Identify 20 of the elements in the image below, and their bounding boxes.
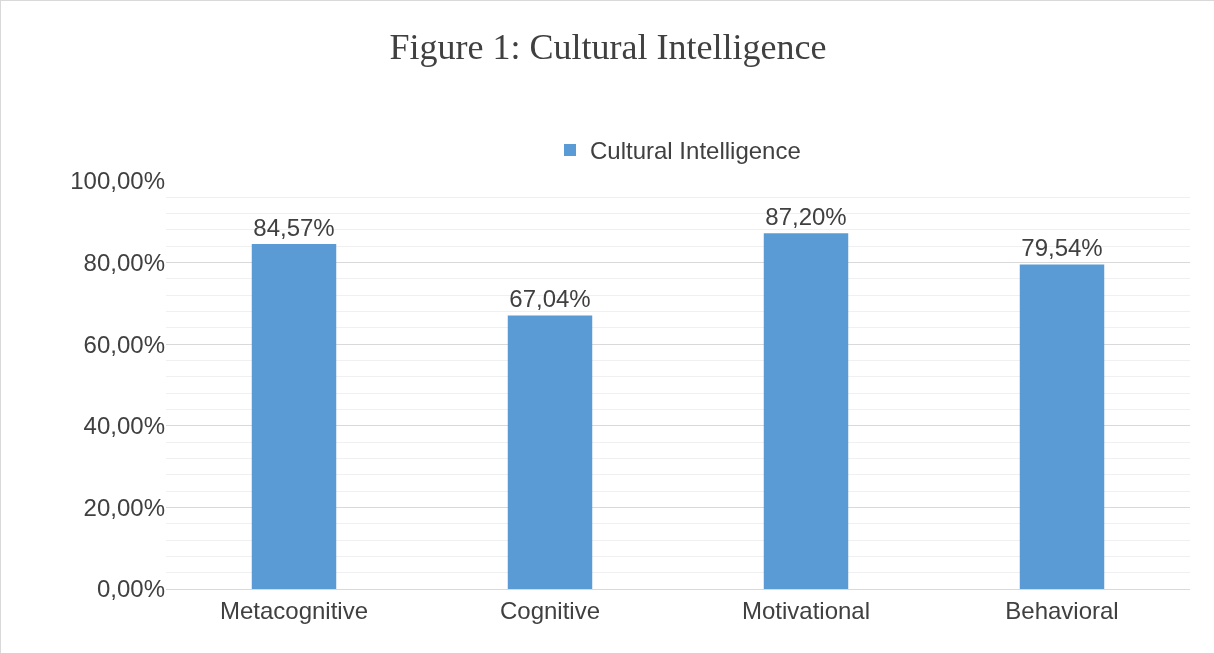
- y-tick-label: 100,00%: [70, 167, 165, 195]
- y-tick-label: 20,00%: [83, 493, 165, 521]
- bar: [251, 243, 337, 589]
- x-tick-label: Cognitive: [499, 596, 601, 624]
- y-tick-label: 60,00%: [83, 330, 165, 358]
- bar: [1019, 264, 1105, 589]
- data-label: 84,57%: [253, 213, 335, 241]
- bar: [507, 315, 593, 589]
- data-label: 67,04%: [509, 285, 591, 313]
- chart-title: Figure 1: Cultural Intelligence: [389, 26, 827, 67]
- y-tick-label: 0,00%: [96, 575, 165, 603]
- y-tick-label: 40,00%: [83, 412, 165, 440]
- y-tick-label: 80,00%: [83, 249, 165, 276]
- data-label: 79,54%: [1021, 234, 1103, 262]
- x-tick-label: Motivational: [741, 596, 871, 624]
- x-tick-label: Metacognitive: [219, 596, 369, 624]
- legend-label: Cultural Intelligence: [590, 137, 801, 165]
- data-label: 87,20%: [765, 203, 847, 231]
- bar: [763, 233, 849, 589]
- x-tick-label: Behavioral: [1005, 596, 1119, 624]
